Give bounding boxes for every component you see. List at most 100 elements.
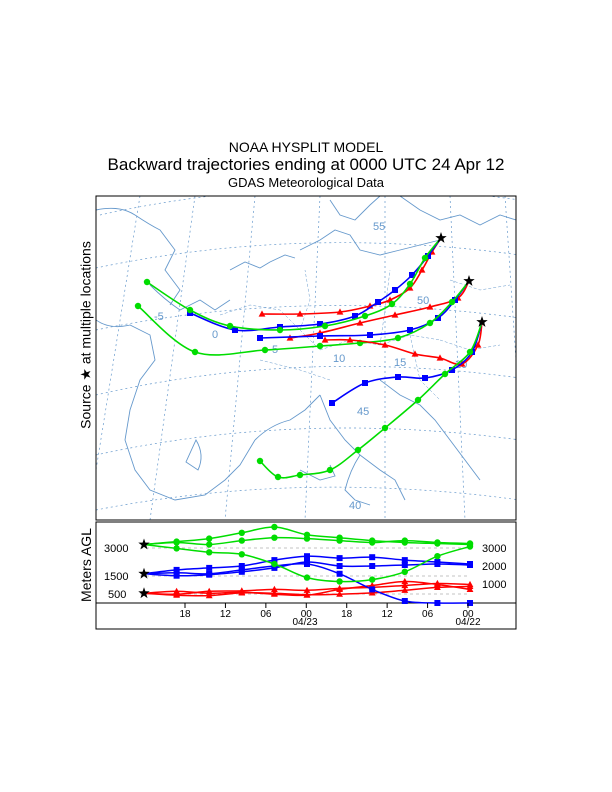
map-trajectory-point <box>375 299 381 305</box>
map-trajectory-point <box>356 319 364 326</box>
map-trajectory-point <box>425 253 431 259</box>
profile-point <box>206 535 213 542</box>
map-trajectory-point <box>232 327 238 333</box>
lon-label: 10 <box>333 353 345 365</box>
map-trajectory-point <box>394 334 402 342</box>
map-trajectory-point <box>186 306 194 314</box>
profile-point <box>401 581 409 589</box>
time-tick-label: 06 <box>260 609 272 620</box>
map-trajectory-point <box>352 313 358 319</box>
profile-point <box>466 543 474 550</box>
profile-point <box>271 534 278 541</box>
map-trajectory-point <box>409 272 415 278</box>
profile-point <box>336 585 343 592</box>
map-trajectory-point <box>421 254 429 262</box>
map-trajectory-point <box>336 308 344 315</box>
map-trajectory-point <box>406 280 414 288</box>
date-label: 04/23 <box>292 617 317 628</box>
profile-point <box>206 570 213 577</box>
profile-point <box>467 600 473 606</box>
map-trajectory-point <box>436 354 444 361</box>
profile-point <box>434 580 441 588</box>
map-trajectory-point <box>361 312 369 320</box>
map-trajectory-point <box>143 278 151 286</box>
map-trajectory-point <box>367 332 373 338</box>
map-trajectory-point <box>422 375 428 381</box>
lat-label: 40 <box>349 500 361 512</box>
profile-point <box>303 591 311 598</box>
profile-point <box>303 535 311 542</box>
time-tick-label: 06 <box>422 609 434 620</box>
chart-title: Backward trajectories ending at 0000 UTC… <box>107 155 505 174</box>
profile-point <box>173 569 180 576</box>
map-trajectory-point <box>321 336 329 343</box>
map-trajectory-point <box>296 310 304 317</box>
map-trajectory-point <box>466 348 474 356</box>
profile-point <box>271 523 278 531</box>
source-star-icon <box>138 538 150 550</box>
profile-point <box>271 557 278 564</box>
map-trajectory-point <box>426 303 434 310</box>
profile-point <box>304 553 310 560</box>
map-trajectory-point <box>261 346 269 354</box>
profile-point <box>238 551 245 558</box>
coastlines <box>96 196 516 506</box>
map-trajectory-point <box>317 321 323 327</box>
data-source: GDAS Meteorological Data <box>227 175 385 190</box>
map-trajectory-point <box>414 396 422 404</box>
map-trajectory-point <box>449 367 455 373</box>
profile-point <box>173 587 180 594</box>
profile-point <box>434 600 441 606</box>
map-trajectory-point <box>316 342 324 350</box>
profile-point <box>238 529 245 536</box>
graticule <box>96 196 516 520</box>
map-trajectory-point <box>256 457 264 465</box>
profile-point <box>173 539 180 546</box>
vertical-profile: 18 12 06 00 18 12 06 00 04/23 04/22 3000… <box>95 521 517 630</box>
profile-point <box>401 586 409 593</box>
map-trajectory-point <box>296 471 304 479</box>
profile-point <box>303 586 311 593</box>
map-trajectory-point <box>257 335 263 341</box>
map-trajectory-point <box>274 473 282 481</box>
left-height-label: 1500 <box>104 571 128 583</box>
profile-point <box>401 577 409 585</box>
right-height-label: 2000 <box>482 561 506 573</box>
profile-point <box>401 568 408 575</box>
profile-point <box>336 590 343 597</box>
time-tick-label: 00 <box>301 609 313 620</box>
source-star-icon <box>138 567 150 579</box>
map-trajectory-line <box>146 237 442 331</box>
profile-point <box>206 564 213 571</box>
lon-label: 0 <box>212 329 218 341</box>
profile-point <box>206 549 213 556</box>
profile-point <box>401 562 408 568</box>
lon-label: -5 <box>154 311 164 323</box>
trajectory-map: 55 50 45 40 -5 0 5 10 15 20 <box>96 196 516 520</box>
profile-point <box>271 560 278 568</box>
profile-point <box>205 589 213 596</box>
profile-point <box>336 578 343 585</box>
profile-point <box>304 561 310 567</box>
lat-label: 45 <box>357 406 369 418</box>
map-trajectory-point <box>317 333 323 339</box>
profile-point <box>238 537 245 544</box>
profile-point <box>238 588 246 595</box>
profile-point <box>336 555 343 562</box>
profile-point <box>401 598 408 604</box>
map-trajectory-point <box>258 310 266 317</box>
map-trajectory-line <box>259 321 483 479</box>
right-height-label: 3000 <box>482 543 506 555</box>
map-trajectory-point <box>388 300 396 308</box>
map-trajectory-point <box>134 302 142 310</box>
map-trajectory-point <box>435 315 441 321</box>
map-trajectory-point <box>474 341 482 348</box>
map-trajectory-point <box>381 424 389 432</box>
profile-point <box>303 574 311 581</box>
map-trajectory-point <box>418 266 426 273</box>
map-trajectory-point <box>329 400 335 406</box>
profile-point <box>336 537 343 544</box>
right-height-label: 1000 <box>482 579 506 591</box>
source-star-icon <box>463 275 475 286</box>
profile-point <box>434 561 441 567</box>
